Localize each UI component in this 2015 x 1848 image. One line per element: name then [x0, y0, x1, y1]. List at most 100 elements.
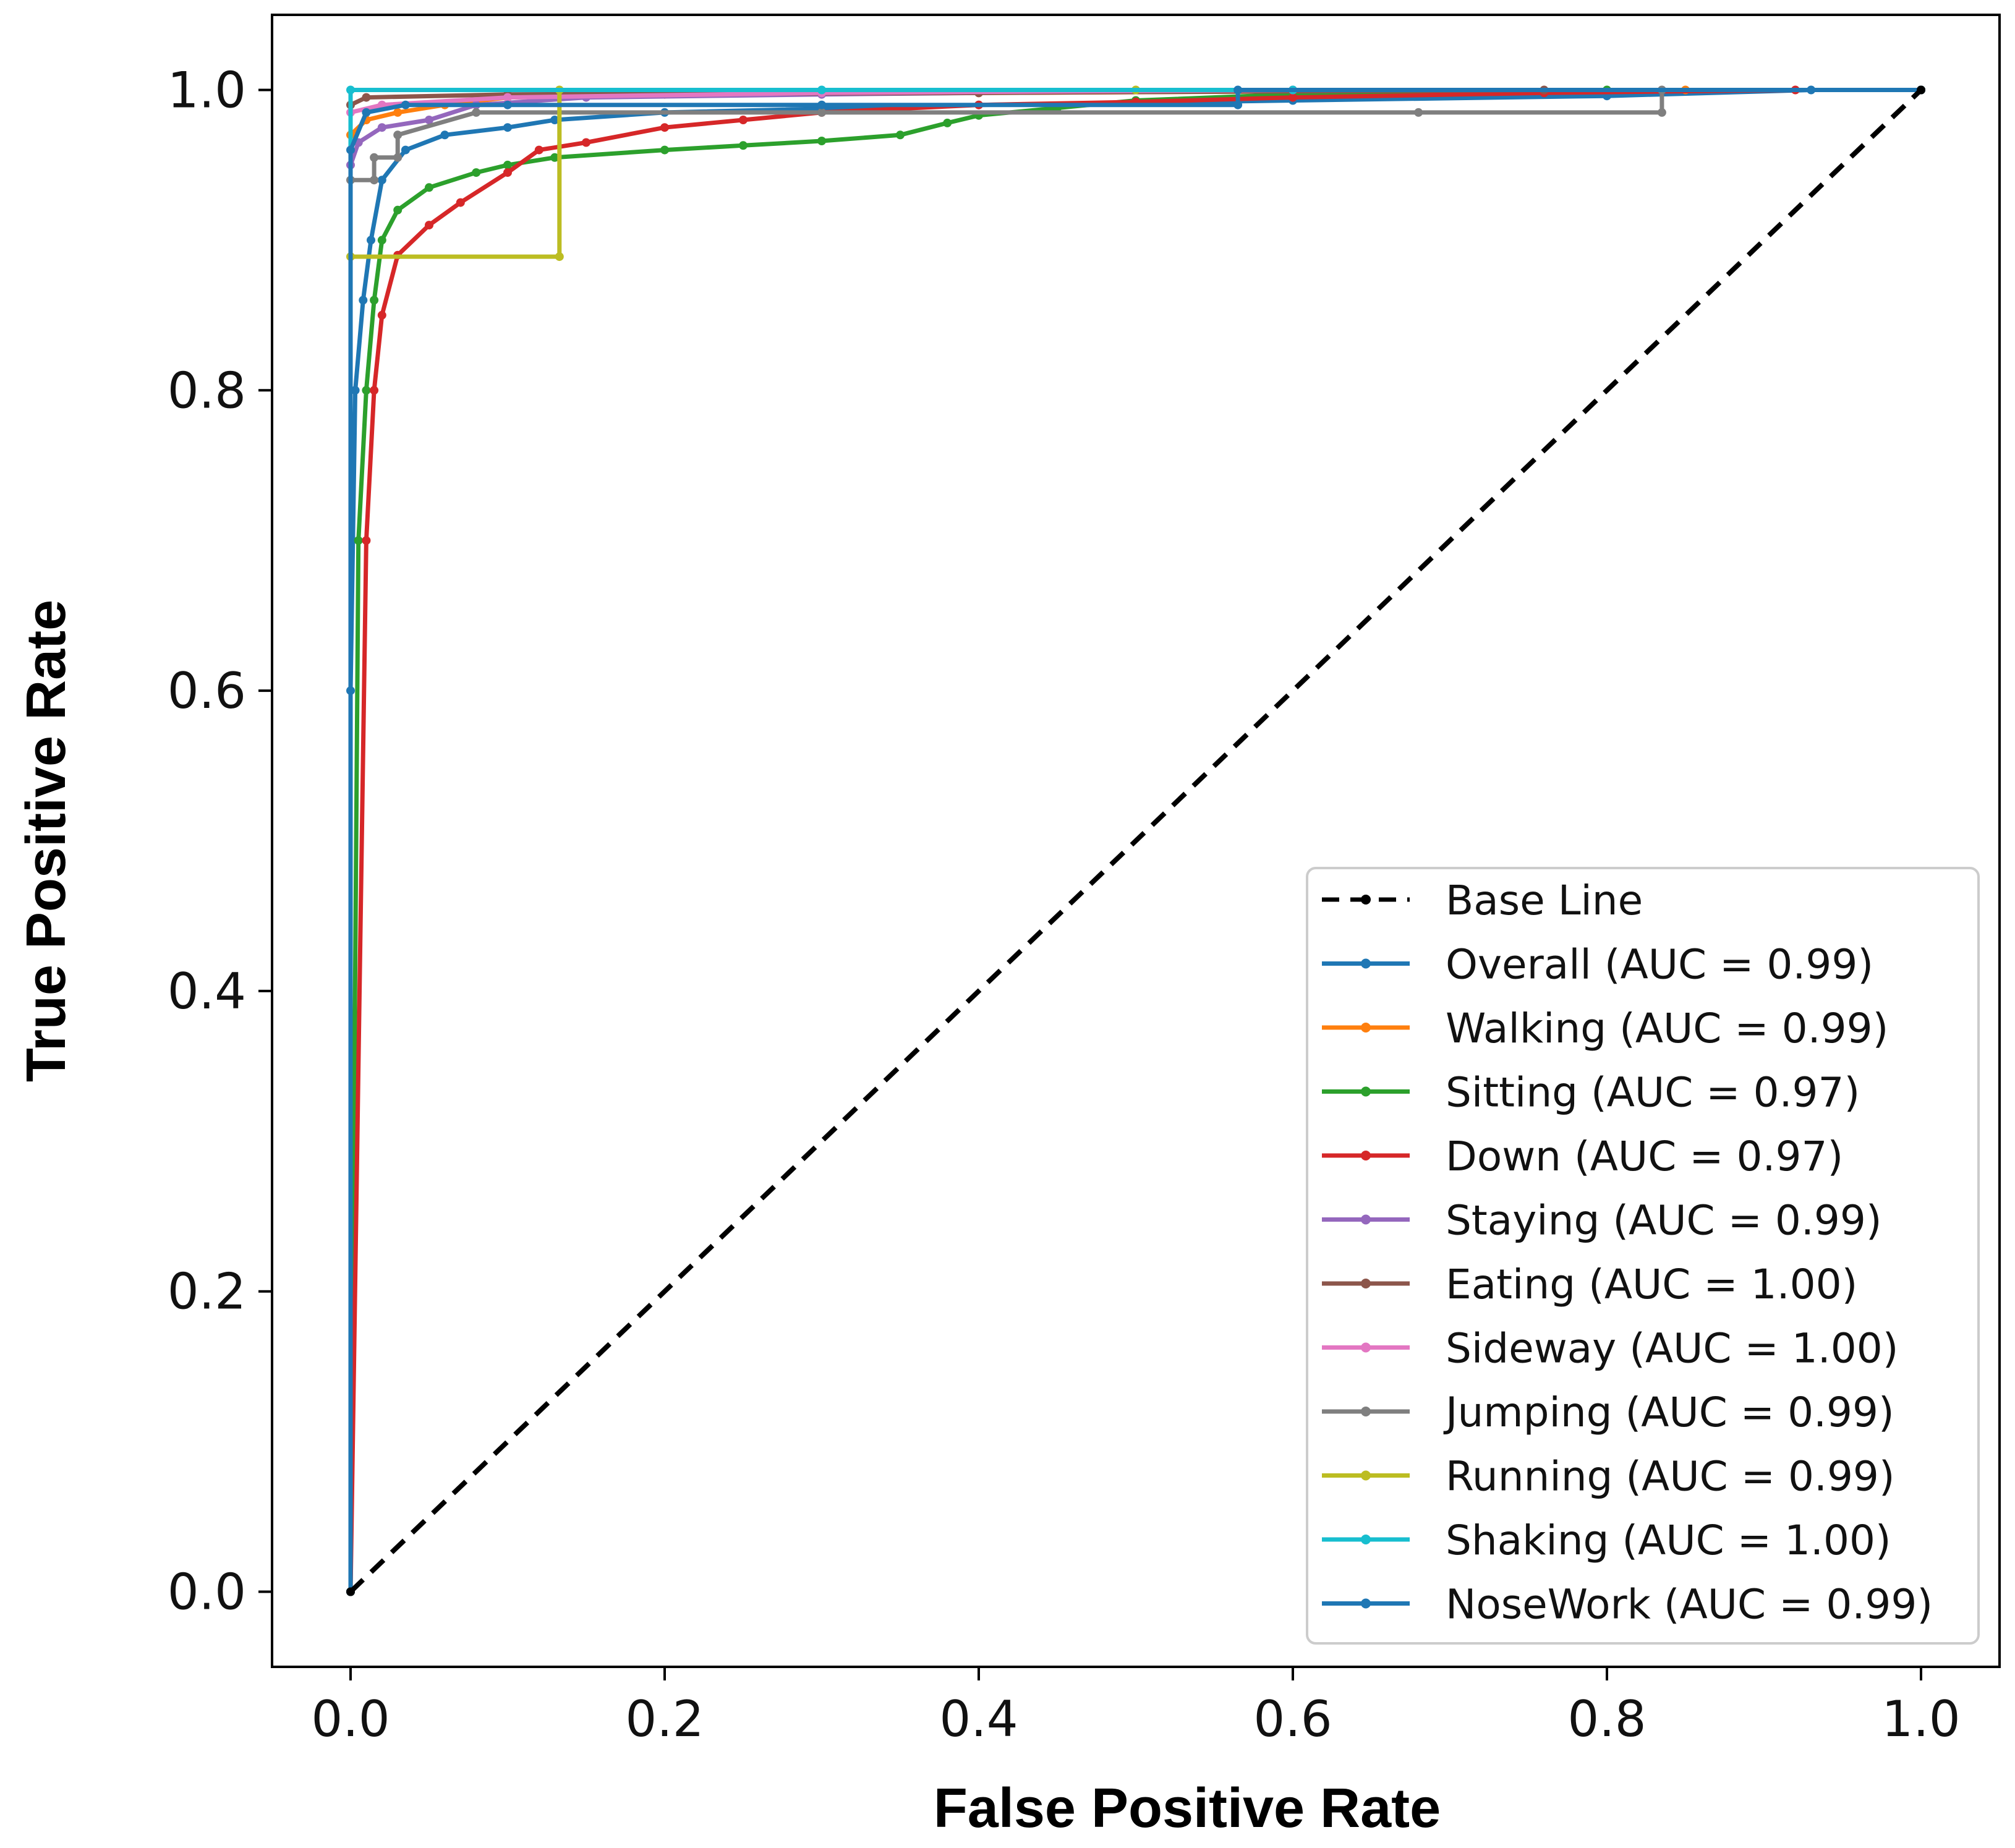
data-point-sitting — [943, 118, 952, 127]
data-point-jumping — [393, 130, 403, 140]
data-point-jumping — [370, 176, 379, 185]
series-layer — [346, 85, 1925, 1596]
data-point-down — [739, 116, 748, 124]
y-axis-ticks: 0.0 0.2 0.4 0.6 0.8 1.0 — [168, 61, 272, 1621]
legend-entry-sitting: Sitting (AUC = 0.97) — [1322, 1069, 1860, 1117]
x-tick-label: 1.0 — [1881, 1690, 1960, 1748]
y-tick-label: 0.2 — [168, 1263, 246, 1321]
data-point-base-line — [1917, 85, 1925, 95]
data-point-down — [370, 386, 379, 395]
legend-entry-down: Down (AUC = 0.97) — [1322, 1133, 1843, 1180]
y-axis-title: True Positive Rate — [15, 600, 77, 1082]
data-point-down — [425, 221, 433, 230]
data-point-down — [456, 198, 465, 207]
legend-entry-shaking: Shaking (AUC = 1.00) — [1322, 1517, 1891, 1564]
y-tick-label: 0.0 — [168, 1564, 246, 1621]
legend-marker — [1361, 1598, 1371, 1609]
data-point-sitting — [503, 160, 512, 169]
legend-label: Jumping (AUC = 0.99) — [1443, 1389, 1894, 1436]
legend-marker — [1361, 1086, 1371, 1097]
data-point-sitting — [362, 386, 371, 395]
legend-label: Overall (AUC = 0.99) — [1446, 941, 1873, 989]
data-point-sideway — [503, 93, 512, 102]
legend-marker — [1361, 1535, 1371, 1544]
legend-marker — [1361, 1151, 1371, 1160]
legend-entry-jumping: Jumping (AUC = 0.99) — [1322, 1389, 1894, 1436]
data-point-down — [503, 168, 512, 177]
series-base-line — [346, 85, 1925, 1596]
data-point-sitting — [660, 145, 669, 155]
y-tick-label: 0.8 — [168, 362, 246, 419]
data-point-sitting — [817, 137, 826, 145]
data-point-jumping — [817, 108, 826, 117]
legend-label: Eating (AUC = 1.00) — [1446, 1261, 1857, 1308]
data-point-jumping — [370, 153, 379, 162]
data-point-down — [534, 145, 543, 155]
data-point-sitting — [393, 205, 403, 215]
x-tick-label: 0.8 — [1567, 1690, 1646, 1748]
data-point-overall — [351, 386, 360, 395]
x-axis-ticks: 0.0 0.2 0.4 0.6 0.8 1.0 — [311, 1667, 1961, 1748]
data-point-sitting — [472, 168, 481, 177]
data-point-nosework — [1233, 100, 1243, 109]
legend-label: Sideway (AUC = 1.00) — [1446, 1325, 1898, 1373]
legend-label: Staying (AUC = 0.99) — [1446, 1197, 1882, 1245]
data-point-overall — [440, 130, 449, 140]
legend-entry-base-line: Base Line — [1322, 877, 1643, 924]
data-point-walking — [393, 108, 403, 117]
data-point-down — [582, 138, 590, 147]
data-point-nosework — [346, 145, 355, 155]
y-tick-label: 1.0 — [168, 61, 246, 119]
x-tick-label: 0.2 — [625, 1690, 704, 1748]
data-point-overall — [503, 123, 512, 132]
data-point-base-line — [346, 1587, 355, 1596]
data-point-nosework — [1233, 85, 1243, 95]
data-point-overall — [550, 116, 560, 124]
data-point-sitting — [425, 183, 433, 192]
legend-marker — [1361, 1470, 1371, 1481]
series-line-base-line — [349, 88, 1923, 1594]
data-point-down — [1289, 93, 1297, 102]
data-point-jumping — [472, 108, 481, 117]
legend-label: Down (AUC = 0.97) — [1446, 1133, 1843, 1180]
legend-label: Running (AUC = 0.99) — [1446, 1453, 1895, 1501]
data-point-sitting — [896, 130, 905, 140]
legend-marker — [1361, 1023, 1371, 1033]
legend-entry-sideway: Sideway (AUC = 1.00) — [1322, 1325, 1898, 1373]
data-point-jumping — [393, 153, 403, 162]
y-tick-label: 0.6 — [168, 662, 246, 720]
legend-entry-nosework: NoseWork (AUC = 0.99) — [1322, 1581, 1933, 1629]
x-tick-label: 0.0 — [311, 1690, 390, 1748]
legend-marker — [1361, 958, 1371, 969]
legend-entry-running: Running (AUC = 0.99) — [1322, 1453, 1895, 1501]
legend-marker — [1361, 1279, 1371, 1288]
data-point-sitting — [370, 296, 379, 305]
legend-entry-overall: Overall (AUC = 0.99) — [1322, 941, 1873, 989]
data-point-shaking — [346, 85, 355, 95]
data-point-sitting — [354, 536, 363, 545]
data-point-jumping — [1657, 108, 1666, 117]
data-point-overall — [359, 296, 368, 305]
data-point-down — [660, 123, 669, 132]
series-line-overall — [348, 88, 1921, 1592]
data-point-nosework — [503, 100, 512, 109]
data-point-overall — [377, 176, 386, 185]
x-tick-label: 0.6 — [1253, 1690, 1332, 1748]
legend-marker — [1361, 895, 1371, 905]
legend-label: Walking (AUC = 0.99) — [1446, 1005, 1888, 1052]
data-point-staying — [377, 123, 386, 132]
legend-entry-walking: Walking (AUC = 0.99) — [1322, 1005, 1888, 1052]
legend-label: Base Line — [1446, 877, 1643, 924]
data-point-jumping — [1414, 108, 1423, 117]
data-point-nosework — [401, 100, 410, 109]
data-point-staying — [425, 116, 433, 124]
data-point-overall — [401, 145, 410, 155]
legend-label: Sitting (AUC = 0.97) — [1446, 1069, 1860, 1117]
legend-entry-staying: Staying (AUC = 0.99) — [1322, 1197, 1882, 1245]
legend-marker — [1361, 1407, 1371, 1416]
legend-label: NoseWork (AUC = 0.99) — [1446, 1581, 1933, 1629]
y-tick-label: 0.4 — [168, 963, 246, 1020]
data-point-nosework — [817, 100, 826, 109]
data-point-running — [555, 252, 564, 262]
